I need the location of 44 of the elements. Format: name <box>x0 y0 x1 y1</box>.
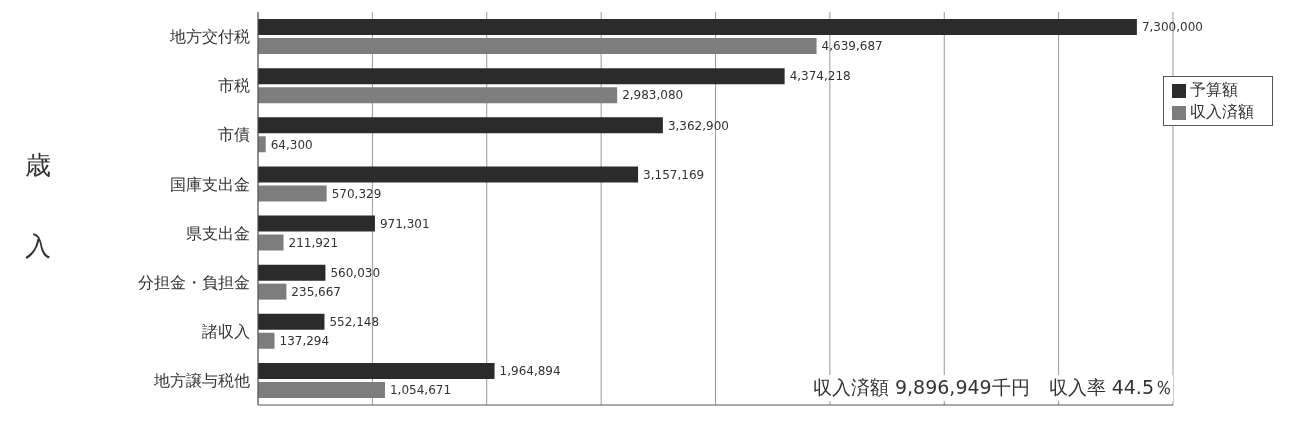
data-label: 560,030 <box>330 265 381 280</box>
bar <box>258 166 639 183</box>
data-label: 64,300 <box>270 137 313 152</box>
bar <box>258 283 287 300</box>
y-tick-label: 分担金・負担金 <box>138 272 250 292</box>
legend-label: 収入済額 <box>1190 102 1254 121</box>
data-label: 3,362,900 <box>667 118 729 133</box>
y-axis-title: 歳入 <box>23 130 53 291</box>
data-label: 1,964,894 <box>499 364 561 379</box>
data-label: 4,639,687 <box>821 39 883 54</box>
data-label: 3,157,169 <box>643 167 705 182</box>
bar <box>258 234 284 251</box>
bar <box>258 362 495 379</box>
data-label: 2,983,080 <box>622 88 684 103</box>
y-tick-label: 国庫支出金 <box>170 174 250 194</box>
data-label: 4,374,218 <box>789 69 851 84</box>
bar <box>258 117 663 134</box>
data-label: 235,667 <box>291 284 341 299</box>
bar <box>258 215 375 232</box>
y-tick-label: 市債 <box>218 125 250 145</box>
y-tick-label: 市税 <box>218 76 250 96</box>
y-tick-label: 諸収入 <box>202 321 250 341</box>
bar <box>258 136 266 153</box>
legend-label: 予算額 <box>1190 80 1238 99</box>
y-tick-label: 県支出金 <box>186 223 250 243</box>
data-label: 7,300,000 <box>1141 20 1203 35</box>
data-label: 971,301 <box>379 216 430 231</box>
bar <box>258 68 785 85</box>
bar <box>258 264 326 281</box>
bar <box>258 19 1137 35</box>
annotation: 収入済額 9,896,949千円 収入率 44.5％ <box>812 375 1173 401</box>
data-label: 552,148 <box>329 315 380 330</box>
bar <box>258 185 327 202</box>
data-label: 570,329 <box>331 186 382 201</box>
bar <box>258 38 817 54</box>
y-tick-label: 地方譲与税他 <box>153 371 250 391</box>
bar <box>258 381 385 398</box>
data-label: 137,294 <box>279 334 330 349</box>
bar <box>258 332 275 349</box>
bar <box>258 87 618 104</box>
bar <box>258 313 325 330</box>
y-tick-label: 地方交付税 <box>169 27 250 47</box>
data-label: 211,921 <box>288 235 339 250</box>
data-label: 1,054,671 <box>389 383 452 398</box>
